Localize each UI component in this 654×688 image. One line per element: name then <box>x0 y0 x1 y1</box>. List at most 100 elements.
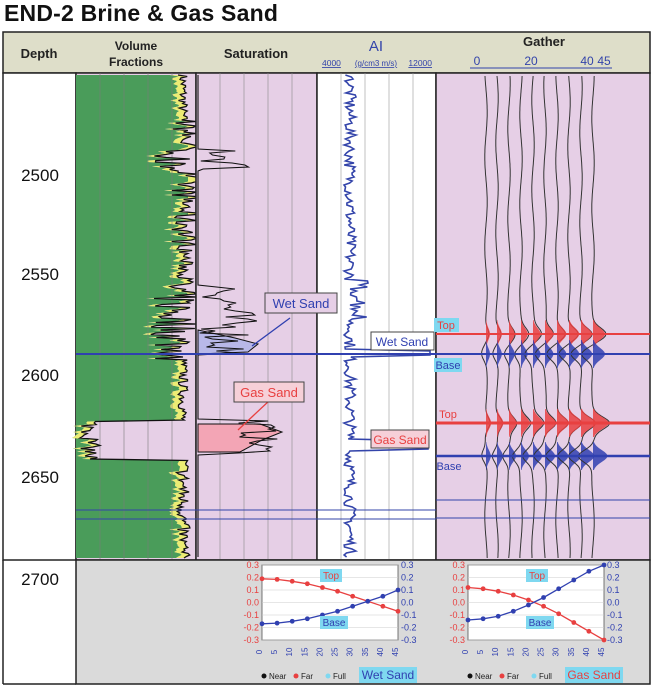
avo-y-tick-left: 0.0 <box>246 598 259 608</box>
avo-series-line <box>261 589 399 625</box>
avo-legend-label: Near <box>269 672 287 681</box>
gas-sand-avo-chart: -0.3 -0.3 -0.2 -0.2 -0.1 -0.1 0.0 0.0 0.1 0.1 0.2 0… <box>449 560 623 683</box>
avo-x-tick: 0 <box>461 649 470 654</box>
gas-base-label: Base <box>436 461 461 473</box>
avo-top-label: Top <box>323 571 340 582</box>
shale-fill <box>72 75 188 558</box>
avo-y-tick-right: 0.2 <box>401 573 414 583</box>
wet-sand-avo-chart: -0.3 -0.3 -0.2 -0.2 -0.1 -0.1 0.0 0.0 0.1 0.1 0.2 0… <box>243 560 417 683</box>
avo-legend-label: Far <box>301 672 313 681</box>
header-gather: Gather <box>523 34 565 49</box>
avo-y-tick-left: -0.2 <box>449 623 465 633</box>
ai-curve <box>341 74 431 558</box>
avo-x-tick: 25 <box>331 647 340 656</box>
volume-curve <box>77 74 199 559</box>
gas-sand-ai-box <box>370 429 430 449</box>
gather-trace <box>557 75 582 559</box>
gather-trace <box>511 75 532 558</box>
avo-legend-marker <box>499 673 505 679</box>
page-title: END-2 Brine & Gas Sand <box>4 0 279 26</box>
ai-track <box>316 72 437 561</box>
gas-sand-sat-label: Gas Sand <box>240 385 298 400</box>
avo-x-tick: 45 <box>391 647 400 656</box>
avo-legend-marker <box>467 673 473 679</box>
avo-series-line <box>467 586 605 641</box>
wet-sand-ai-label: Wet Sand <box>376 335 428 349</box>
gather-track <box>435 72 651 561</box>
depth-tick: 2550 <box>21 265 59 284</box>
wet-top-badge <box>434 318 459 332</box>
avo-y-tick-left: -0.1 <box>449 610 465 620</box>
saturation-grid <box>219 73 293 560</box>
gather-trace <box>533 75 557 559</box>
avo-y-tick-right: 0.2 <box>607 573 620 583</box>
avo-y-tick-right: 0.0 <box>607 598 620 608</box>
gas-top-label: Top <box>439 409 457 421</box>
avo-x-tick: 45 <box>597 647 606 656</box>
header-saturation: Saturation <box>224 46 288 61</box>
depth-column <box>2 72 77 561</box>
avo-legend-label: Far <box>507 672 519 681</box>
saturation-curve <box>197 75 278 557</box>
avo-x-tick: 0 <box>255 649 264 654</box>
avo-y-tick-left: 0.3 <box>452 560 465 570</box>
saturation-track <box>195 72 318 561</box>
avo-x-tick: 35 <box>567 647 576 656</box>
header-ai-scale-right: 12000 <box>408 58 432 68</box>
avo-x-tick: 15 <box>300 647 309 656</box>
avo-x-tick: 35 <box>361 647 370 656</box>
avo-y-tick-right: 0.3 <box>401 560 414 570</box>
gather-tick: 20 <box>524 54 538 68</box>
avo-x-tick: 10 <box>285 647 294 656</box>
avo-x-tick: 30 <box>346 647 355 656</box>
avo-x-tick: 5 <box>270 649 279 654</box>
avo-legend-marker <box>531 673 537 679</box>
avo-x-tick: 20 <box>315 647 324 656</box>
avo-y-tick-right: 0.3 <box>607 560 620 570</box>
avo-title-badge <box>359 667 417 683</box>
avo-y-tick-right: -0.2 <box>401 623 417 633</box>
header-ai-scale-unit: (g/cm3 m/s) <box>355 59 398 68</box>
avo-y-tick-left: -0.3 <box>449 635 465 645</box>
gather-tick: 40 <box>580 54 594 68</box>
avo-y-tick-right: -0.3 <box>607 635 623 645</box>
avo-series-line <box>261 578 399 612</box>
avo-legend-label: Near <box>475 672 493 681</box>
avo-title-badge <box>565 667 623 683</box>
header-volume-line1: Volume <box>115 39 158 53</box>
avo-y-tick-right: 0.1 <box>607 585 620 595</box>
avo-x-tick: 5 <box>476 649 485 654</box>
gather-trace <box>502 75 518 559</box>
avo-x-tick: 30 <box>552 647 561 656</box>
depth-tick: 2600 <box>21 366 59 385</box>
avo-x-tick: 10 <box>491 647 500 656</box>
avo-top-label: Top <box>529 571 546 582</box>
avo-x-tick: 40 <box>376 647 385 656</box>
gather-trace <box>491 75 504 559</box>
gather-trace <box>545 76 569 559</box>
gather-trace <box>481 75 491 559</box>
header-bar <box>2 31 651 74</box>
gas-sand-ai-label: Gas Sand <box>373 433 426 447</box>
depth-tick: 2500 <box>21 166 59 185</box>
wet-top-label: Top <box>437 320 455 332</box>
avo-legend-marker <box>293 673 299 679</box>
avo-x-tick: 15 <box>506 647 515 656</box>
header-ai: AI <box>369 38 383 55</box>
avo-base-label: Base <box>529 618 552 629</box>
wet-sand-pointer <box>251 317 291 347</box>
header-depth: Depth <box>21 46 58 61</box>
avo-y-tick-right: -0.3 <box>401 635 417 645</box>
gather-trace <box>567 75 596 559</box>
avo-y-tick-right: -0.1 <box>607 610 623 620</box>
avo-legend-label: Full <box>539 672 552 681</box>
wet-sand-sat-box <box>264 292 338 314</box>
volume-grid <box>99 73 173 560</box>
avo-y-tick-left: 0.2 <box>452 573 465 583</box>
depth-tick: 2650 <box>21 468 59 487</box>
avo-top-badge <box>526 569 548 582</box>
avo-y-tick-left: 0.2 <box>246 573 259 583</box>
avo-x-tick: 40 <box>582 647 591 656</box>
avo-base-badge <box>526 616 554 629</box>
